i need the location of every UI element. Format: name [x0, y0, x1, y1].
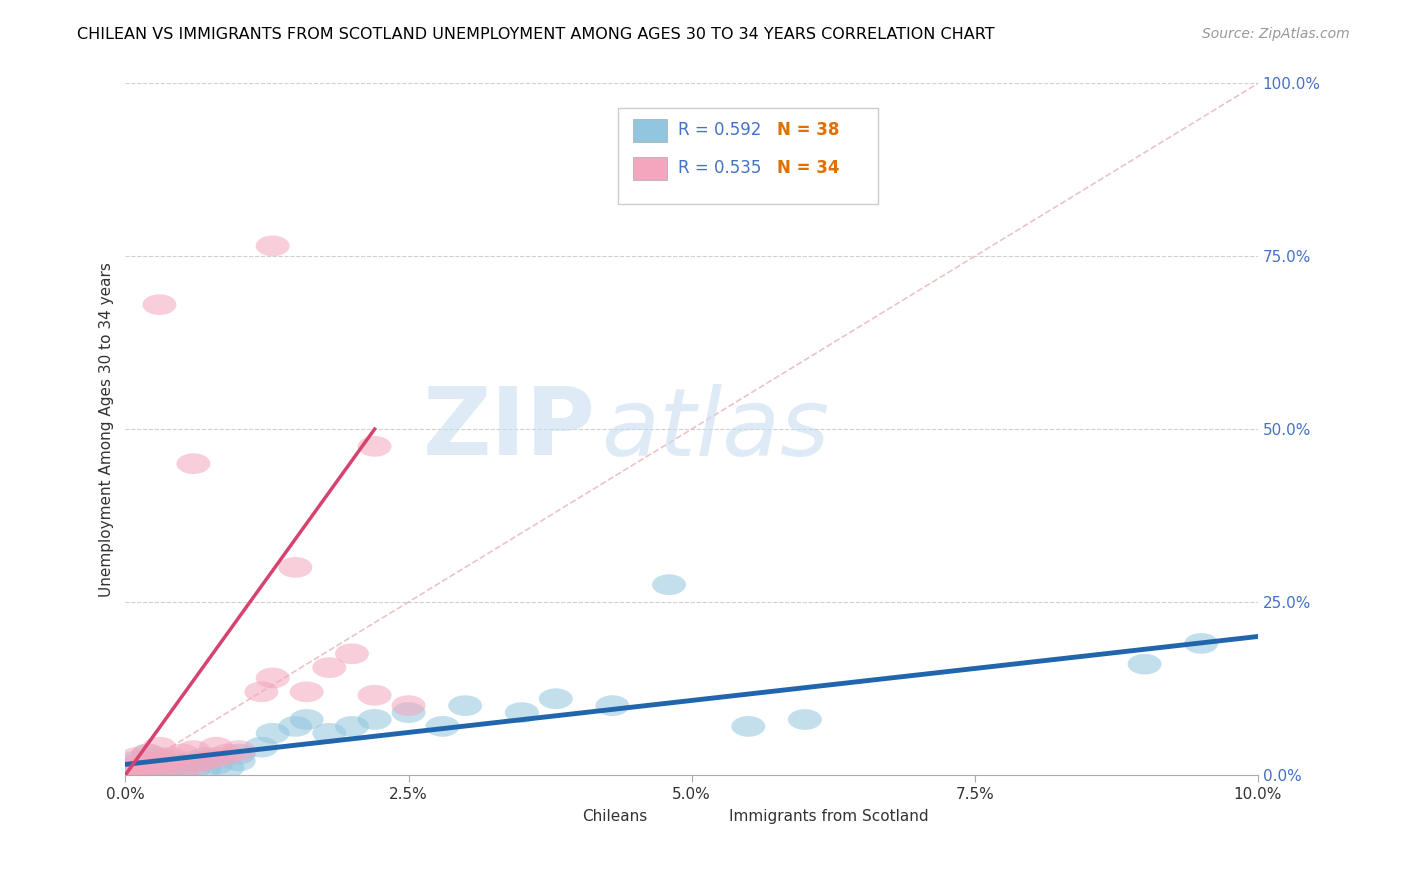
Ellipse shape: [357, 436, 392, 457]
Ellipse shape: [1184, 633, 1218, 654]
Ellipse shape: [595, 695, 630, 716]
Ellipse shape: [131, 744, 165, 764]
Ellipse shape: [165, 754, 200, 775]
Ellipse shape: [312, 657, 346, 678]
Ellipse shape: [176, 754, 211, 775]
Ellipse shape: [176, 750, 211, 772]
FancyBboxPatch shape: [697, 807, 723, 827]
FancyBboxPatch shape: [619, 108, 879, 204]
Ellipse shape: [142, 754, 176, 775]
Ellipse shape: [165, 757, 200, 778]
Ellipse shape: [426, 716, 460, 737]
Ellipse shape: [165, 744, 200, 764]
Ellipse shape: [142, 750, 176, 772]
Ellipse shape: [142, 757, 176, 778]
Ellipse shape: [335, 643, 368, 665]
Ellipse shape: [142, 294, 176, 315]
Ellipse shape: [449, 695, 482, 716]
Ellipse shape: [256, 667, 290, 689]
Text: CHILEAN VS IMMIGRANTS FROM SCOTLAND UNEMPLOYMENT AMONG AGES 30 TO 34 YEARS CORRE: CHILEAN VS IMMIGRANTS FROM SCOTLAND UNEM…: [77, 27, 995, 42]
Ellipse shape: [652, 574, 686, 595]
Ellipse shape: [120, 747, 153, 768]
Ellipse shape: [335, 716, 368, 737]
Ellipse shape: [131, 759, 165, 780]
Ellipse shape: [731, 716, 765, 737]
Ellipse shape: [538, 689, 572, 709]
Ellipse shape: [120, 750, 153, 772]
Ellipse shape: [153, 747, 188, 768]
Ellipse shape: [142, 747, 176, 768]
Ellipse shape: [114, 757, 148, 778]
FancyBboxPatch shape: [550, 807, 575, 827]
Ellipse shape: [142, 761, 176, 781]
Ellipse shape: [200, 737, 233, 757]
Ellipse shape: [290, 709, 323, 730]
Ellipse shape: [787, 709, 823, 730]
Text: Immigrants from Scotland: Immigrants from Scotland: [730, 809, 928, 823]
Ellipse shape: [256, 235, 290, 256]
Ellipse shape: [505, 702, 538, 723]
Text: N = 38: N = 38: [776, 120, 839, 139]
Ellipse shape: [188, 750, 222, 772]
Text: Chileans: Chileans: [582, 809, 647, 823]
Ellipse shape: [176, 453, 211, 474]
Ellipse shape: [114, 761, 148, 781]
Text: ZIP: ZIP: [423, 383, 595, 475]
Ellipse shape: [111, 761, 145, 781]
Ellipse shape: [357, 685, 392, 706]
Ellipse shape: [131, 757, 165, 778]
Ellipse shape: [120, 759, 153, 780]
Ellipse shape: [153, 754, 188, 775]
Ellipse shape: [188, 747, 222, 768]
Ellipse shape: [200, 754, 233, 775]
Ellipse shape: [131, 744, 165, 764]
Ellipse shape: [222, 744, 256, 764]
Ellipse shape: [290, 681, 323, 702]
Ellipse shape: [165, 761, 200, 781]
Text: atlas: atlas: [602, 384, 830, 475]
Ellipse shape: [120, 754, 153, 775]
Text: Source: ZipAtlas.com: Source: ZipAtlas.com: [1202, 27, 1350, 41]
Ellipse shape: [357, 709, 392, 730]
Ellipse shape: [245, 681, 278, 702]
Ellipse shape: [200, 747, 233, 768]
Ellipse shape: [211, 744, 245, 764]
Ellipse shape: [188, 757, 222, 778]
Ellipse shape: [120, 761, 153, 781]
Ellipse shape: [278, 557, 312, 578]
Ellipse shape: [392, 702, 426, 723]
Text: R = 0.535: R = 0.535: [678, 159, 762, 177]
FancyBboxPatch shape: [633, 157, 666, 180]
Ellipse shape: [222, 750, 256, 772]
Ellipse shape: [278, 716, 312, 737]
FancyBboxPatch shape: [633, 120, 666, 142]
Text: R = 0.592: R = 0.592: [678, 120, 762, 139]
Y-axis label: Unemployment Among Ages 30 to 34 years: Unemployment Among Ages 30 to 34 years: [100, 261, 114, 597]
Ellipse shape: [1128, 654, 1161, 674]
Ellipse shape: [392, 695, 426, 716]
Ellipse shape: [153, 757, 188, 778]
Ellipse shape: [131, 754, 165, 775]
Ellipse shape: [256, 723, 290, 744]
Ellipse shape: [222, 740, 256, 761]
Ellipse shape: [176, 759, 211, 780]
Ellipse shape: [176, 740, 211, 761]
Ellipse shape: [142, 737, 176, 757]
Ellipse shape: [312, 723, 346, 744]
Ellipse shape: [211, 757, 245, 778]
Text: N = 34: N = 34: [776, 159, 839, 177]
Ellipse shape: [245, 737, 278, 757]
Ellipse shape: [153, 750, 188, 772]
